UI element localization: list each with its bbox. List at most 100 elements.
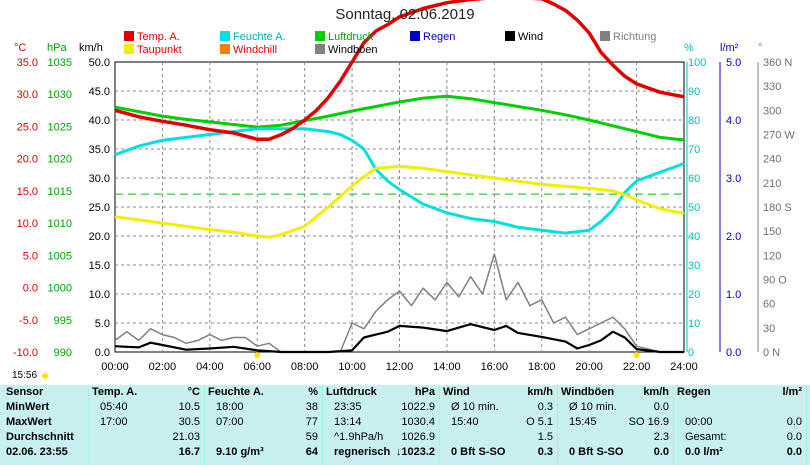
cell-value: 1026.9 [401, 431, 435, 443]
percent-tick-label: 70 [688, 144, 700, 156]
legend-swatch [124, 44, 134, 54]
unit-percent: % [684, 42, 694, 54]
x-tick-label: 08:00 [291, 361, 319, 373]
current-time-label: 15:56 [12, 370, 38, 381]
table-column: Regen l/m² 00:00 0.0 Gesamt: 0.0 0.0 l/m² 0.0 [677, 385, 807, 465]
kmh-tick-label: 20.0 [89, 231, 110, 243]
cell-label: 23:35 [334, 401, 362, 413]
cell-value: 30.5 [178, 416, 200, 428]
temp-tick-label: 0.0 [23, 283, 38, 295]
column-header: Feuchte A. [208, 386, 264, 398]
direction-tick-label: 60 [763, 299, 775, 311]
cell-label: 00:00 [685, 416, 713, 428]
kmh-tick-label: 25.0 [89, 202, 110, 214]
stats-table: Sensor MinWert MaxWert Durchschnitt 02.06. 2… [0, 385, 810, 465]
direction-tick-label: 30 [763, 323, 775, 335]
table-header: Wind km/h [443, 385, 557, 400]
legend-swatch [410, 31, 420, 41]
kmh-tick-label: 30.0 [89, 173, 110, 185]
cell-label: Gesamt: [685, 431, 727, 443]
cell-label: 0 Bft S-SO [451, 446, 506, 458]
x-tick-label: 00:00 [101, 361, 129, 373]
direction-tick-label: 210 [763, 178, 781, 190]
kmh-tick-label: 0.0 [95, 347, 110, 359]
legend-item: Richtung [600, 31, 656, 43]
x-tick-label: 10:00 [338, 361, 366, 373]
rain-tick-label: 3.0 [726, 173, 741, 185]
table-cell: 0.0 l/m² 0.0 [677, 445, 806, 460]
cell-label: 18:00 [216, 401, 244, 413]
cell-label: 9.10 g/m³ [216, 446, 264, 458]
table-cell: 9.10 g/m³ 64 [208, 445, 322, 460]
legend-swatch [315, 44, 325, 54]
cell-value: O 5.1 [526, 416, 553, 428]
cell-value: 16.7 [178, 446, 200, 458]
unit-degree: ° [758, 42, 763, 54]
rain-tick-label: 4.0 [726, 115, 741, 127]
percent-tick-label: 0 [688, 347, 694, 359]
column-header: Luftdruck [326, 386, 377, 398]
table-header: Feuchte A.% [208, 385, 322, 400]
percent-tick-label: 20 [688, 289, 700, 301]
hpa-tick-label: 1020 [48, 154, 72, 166]
legend-item: Windböen [315, 44, 378, 56]
temp-tick-label: 35.0 [17, 57, 38, 69]
percent-tick-label: 90 [688, 86, 700, 98]
series-line-luftdruck [114, 94, 685, 142]
x-tick-label: 14:00 [433, 361, 461, 373]
legend-item: Temp. A. [124, 31, 180, 43]
cell-value: 10.5 [178, 401, 200, 413]
legend-swatch [124, 31, 134, 41]
temp-tick-label: -10.0 [13, 347, 38, 359]
cell-value: 2.3 [653, 431, 669, 443]
hpa-tick-label: 1015 [48, 186, 72, 198]
cell-value: 64 [305, 446, 318, 458]
table-cell: 21.03 [92, 430, 204, 445]
rain-tick-label: 2.0 [726, 231, 741, 243]
cell-value: 1030.4 [401, 416, 435, 428]
chart-grid [114, 61, 685, 353]
table-cell: MinWert [6, 400, 88, 415]
legend-label: Temp. A. [137, 31, 180, 43]
legend-swatch [315, 31, 325, 41]
temp-tick-label: 10.0 [17, 218, 38, 230]
cell-value: ↓1023.2 [395, 446, 435, 458]
cell-value: 1022.9 [401, 401, 435, 413]
table-cell: MaxWert [6, 415, 88, 430]
cell-value: 0.0 [653, 401, 669, 413]
direction-tick-label: 270 W [763, 130, 795, 142]
kmh-tick-label: 45.0 [89, 86, 110, 98]
percent-tick-label: 30 [688, 260, 700, 272]
table-column: Sensor MinWert MaxWert Durchschnitt 02.06. 2… [6, 385, 89, 465]
table-cell: 07:00 77 [208, 415, 322, 430]
legend-item: Windchill [220, 44, 277, 56]
table-cell: 13:14 1030.4 [326, 415, 439, 430]
column-unit: % [308, 386, 318, 398]
rain-tick-label: 5.0 [726, 57, 741, 69]
table-cell: 59 [208, 430, 322, 445]
series-line-windböen [114, 253, 684, 353]
x-tick-label: 06:00 [243, 361, 271, 373]
table-cell: 2.3 [561, 430, 673, 445]
table-cell: 0 Bft S-SO 0.3 [443, 445, 557, 460]
temp-tick-label: 5.0 [23, 250, 38, 262]
percent-tick-label: 50 [688, 202, 700, 214]
direction-tick-label: 150 [763, 226, 781, 238]
legend-label: Windchill [233, 44, 278, 56]
hpa-tick-label: 990 [54, 347, 72, 359]
column-header: Regen [677, 386, 711, 398]
direction-tick-label: 0 N [763, 347, 780, 359]
table-cell: 05:40 10.5 [92, 400, 204, 415]
cell-value: 38 [305, 401, 318, 413]
cell-label: regnerisch [334, 446, 391, 458]
kmh-tick-label: 10.0 [89, 289, 110, 301]
legend-item: Wind [505, 31, 543, 43]
legend-label: Luftdruck [328, 31, 374, 43]
table-cell: 16.7 [92, 445, 204, 460]
table-cell: 02.06. 23:55 [6, 445, 88, 460]
chart-axes: 00:00 02:00 04:00 06:00 08:00 10:00 12:00 14:00… [13, 57, 795, 373]
x-tick-label: 22:00 [623, 361, 651, 373]
column-unit: l/m² [782, 386, 802, 398]
legend-item: Feuchte A. [220, 31, 286, 43]
cell-value: 0.0 [653, 446, 669, 458]
